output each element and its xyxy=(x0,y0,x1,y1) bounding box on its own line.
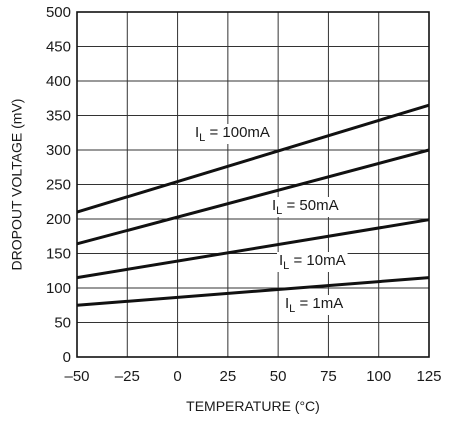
x-tick-label: 100 xyxy=(366,368,391,385)
y-tick-label: 350 xyxy=(46,108,71,125)
x-tick-label: 50 xyxy=(270,368,287,385)
y-tick-label: 450 xyxy=(46,39,71,56)
y-tick-label: 250 xyxy=(46,177,71,194)
x-axis-title: TEMPERATURE (°C) xyxy=(186,398,320,414)
x-tick-label: 25 xyxy=(220,368,237,385)
x-tick-labels: –50 –25 0 25 50 75 100 125 xyxy=(64,368,441,385)
x-tick-label: –25 xyxy=(115,368,140,385)
y-tick-label: 200 xyxy=(46,211,71,228)
series-labels: IL = 100mA IL = 50mA IL = 10mA IL = 1mA xyxy=(193,124,348,315)
series-label-bg xyxy=(283,295,346,315)
series-line-1 xyxy=(76,148,430,246)
y-tick-label: 100 xyxy=(46,280,71,297)
y-axis-title: DROPOUT VOLTAGE (mV) xyxy=(9,99,25,271)
series-lines xyxy=(76,103,430,307)
grid xyxy=(76,11,430,358)
series-label: IL = 50mA xyxy=(272,197,339,217)
y-tick-labels: 0 50 100 150 200 250 300 350 400 450 500 xyxy=(46,4,71,366)
y-tick-label: 0 xyxy=(63,349,71,366)
series-line-0 xyxy=(76,103,430,214)
x-tick-label: 0 xyxy=(173,368,181,385)
series-label-bg xyxy=(277,252,348,272)
y-tick-label: 50 xyxy=(54,315,71,332)
x-tick-label: –50 xyxy=(64,368,89,385)
y-tick-label: 400 xyxy=(46,73,71,90)
plot-frame xyxy=(76,11,430,358)
series-line-2 xyxy=(76,218,430,280)
x-tick-label: 75 xyxy=(320,368,337,385)
x-tick-label: 125 xyxy=(416,368,441,385)
series-label: IL = 100mA xyxy=(195,124,270,144)
series-label-bg xyxy=(270,197,341,217)
series-label: IL = 1mA xyxy=(285,295,343,315)
y-tick-label: 300 xyxy=(46,142,71,159)
series-label-bg xyxy=(193,124,272,144)
series-label: IL = 10mA xyxy=(279,252,346,272)
y-tick-label: 150 xyxy=(46,246,71,263)
series-line-3 xyxy=(76,276,430,307)
y-tick-label: 500 xyxy=(46,4,71,21)
